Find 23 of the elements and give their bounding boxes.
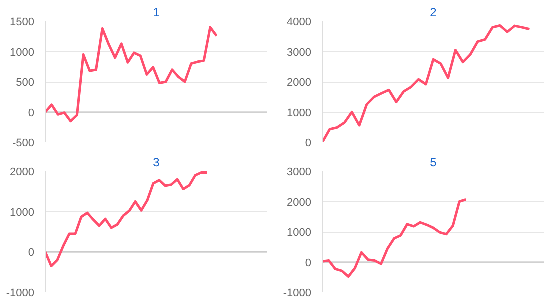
y-tick-label: 2000 bbox=[287, 196, 312, 209]
y-tick-label: 0 bbox=[28, 247, 35, 260]
y-tick-label: 4000 bbox=[287, 16, 312, 28]
y-tick-label: 1500 bbox=[10, 16, 35, 28]
y-tick-label: -1000 bbox=[283, 288, 312, 300]
y-tick-label: 3000 bbox=[287, 166, 312, 178]
chart-title: 1 bbox=[153, 6, 160, 20]
chart-title: 3 bbox=[153, 156, 160, 170]
chart-title: 5 bbox=[430, 156, 438, 170]
y-tick-label: 500 bbox=[16, 77, 35, 89]
y-tick-label: 3000 bbox=[287, 46, 312, 59]
y-tick-label: 0 bbox=[305, 257, 312, 270]
y-tick-label: 1000 bbox=[287, 107, 312, 120]
y-tick-label: 1000 bbox=[287, 227, 312, 239]
chart-title: 2 bbox=[430, 6, 438, 20]
y-tick-label: 1000 bbox=[10, 46, 35, 59]
y-tick-label: -500 bbox=[12, 138, 35, 150]
y-tick-label: 0 bbox=[305, 138, 312, 150]
y-tick-label: 1000 bbox=[10, 206, 35, 219]
y-tick-label: 0 bbox=[28, 107, 35, 120]
y-tick-label: -1000 bbox=[6, 288, 35, 300]
y-tick-label: 2000 bbox=[287, 77, 312, 89]
y-tick-label: 2000 bbox=[10, 166, 35, 178]
